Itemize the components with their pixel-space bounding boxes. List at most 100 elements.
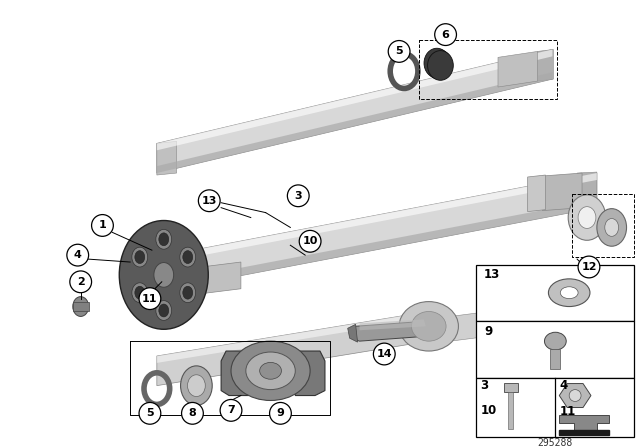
Ellipse shape [156,301,172,320]
Ellipse shape [560,287,578,299]
Bar [550,349,560,369]
Ellipse shape [180,247,196,267]
Bar [73,302,88,311]
Bar [476,265,634,321]
Polygon shape [202,262,241,294]
Ellipse shape [231,341,310,401]
Ellipse shape [548,279,590,306]
Text: 10: 10 [303,236,318,246]
Text: 14: 14 [376,349,392,359]
Ellipse shape [597,209,627,246]
Ellipse shape [183,251,193,263]
Text: 2: 2 [77,277,84,287]
Text: 295288: 295288 [538,438,573,448]
Polygon shape [157,311,429,363]
Text: 10: 10 [480,404,497,417]
Text: 13: 13 [484,268,500,281]
Bar [476,321,634,378]
Ellipse shape [188,375,205,396]
Ellipse shape [135,286,145,299]
Polygon shape [498,52,538,87]
Ellipse shape [180,283,196,302]
Circle shape [435,24,456,46]
Polygon shape [559,430,609,435]
Circle shape [373,343,395,365]
Circle shape [198,190,220,211]
Text: 3: 3 [294,191,302,201]
Text: 8: 8 [189,408,196,418]
Ellipse shape [119,220,208,329]
Text: 6: 6 [442,30,449,39]
Text: 5: 5 [396,47,403,56]
Ellipse shape [569,390,581,401]
Text: 3: 3 [480,379,488,392]
Polygon shape [543,173,582,211]
Circle shape [92,215,113,237]
Ellipse shape [132,247,148,267]
Polygon shape [157,142,177,175]
Text: 5: 5 [146,408,154,418]
Ellipse shape [260,362,282,379]
Polygon shape [527,175,545,211]
Ellipse shape [578,207,596,228]
Polygon shape [157,49,552,150]
Bar [504,383,518,392]
Ellipse shape [426,49,451,79]
Ellipse shape [154,263,173,287]
Text: 1: 1 [99,220,106,230]
Circle shape [269,402,291,424]
Ellipse shape [428,51,453,80]
Polygon shape [157,72,552,173]
Text: 7: 7 [227,405,235,415]
Ellipse shape [545,332,566,350]
Ellipse shape [424,48,450,78]
Text: 12: 12 [581,262,596,272]
Polygon shape [538,49,554,81]
Ellipse shape [73,297,88,316]
Ellipse shape [156,229,172,249]
Circle shape [287,185,309,207]
Circle shape [220,400,242,421]
Polygon shape [559,383,591,408]
Ellipse shape [605,219,619,237]
Text: 4: 4 [74,250,82,260]
Ellipse shape [412,311,446,341]
Text: 9: 9 [276,408,284,418]
Polygon shape [157,311,429,386]
Ellipse shape [568,195,606,240]
Circle shape [578,256,600,278]
Polygon shape [157,173,597,292]
Polygon shape [525,305,557,331]
Bar [508,392,513,429]
Circle shape [139,288,161,310]
Polygon shape [221,351,325,396]
Ellipse shape [180,366,212,405]
Ellipse shape [132,283,148,302]
Circle shape [300,230,321,252]
Text: 9: 9 [484,325,492,338]
Polygon shape [157,173,597,264]
Text: 11: 11 [142,293,157,304]
Polygon shape [157,49,552,173]
Ellipse shape [246,352,295,390]
Ellipse shape [183,286,193,299]
Polygon shape [349,321,427,341]
Ellipse shape [135,251,145,263]
Ellipse shape [159,233,169,246]
Polygon shape [559,415,609,430]
Polygon shape [348,324,358,342]
Ellipse shape [159,304,169,317]
Bar [476,378,634,437]
Circle shape [182,402,204,424]
Polygon shape [360,319,426,330]
Circle shape [139,402,161,424]
Polygon shape [451,306,527,341]
Polygon shape [577,172,597,208]
Circle shape [70,271,92,293]
Circle shape [67,244,88,266]
Polygon shape [157,200,597,292]
Circle shape [388,40,410,62]
Ellipse shape [399,302,458,351]
Text: 11: 11 [559,405,575,418]
Text: 4: 4 [559,379,568,392]
